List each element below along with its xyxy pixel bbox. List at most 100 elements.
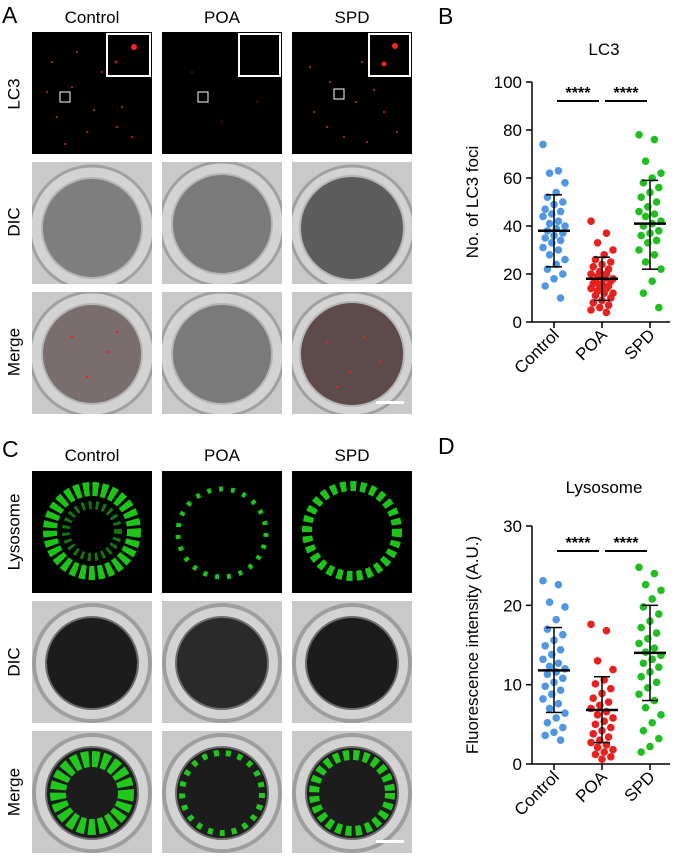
chart-b-point-spd bbox=[655, 227, 663, 235]
chart-b-point-control bbox=[559, 198, 567, 206]
chart-b-point-poa bbox=[596, 303, 604, 312]
chart-b-point-control bbox=[556, 294, 565, 302]
chart-d-point-poa bbox=[587, 620, 595, 629]
panel-a-row-dic: DIC bbox=[4, 207, 24, 237]
chart-d-sig-label: **** bbox=[566, 535, 592, 552]
merge-c-spd-image bbox=[292, 731, 412, 853]
chart-b-point-poa bbox=[587, 306, 595, 314]
merge-a-spd-image bbox=[292, 292, 412, 414]
chart-d-point-spd bbox=[648, 718, 656, 727]
panel-c-col-poa: POA bbox=[204, 446, 240, 465]
chart-d-point-control bbox=[539, 576, 547, 585]
chart-b-point-spd bbox=[639, 289, 648, 298]
chart-b-ytick-label: 100 bbox=[494, 73, 522, 92]
chart-d-point-control bbox=[541, 641, 549, 650]
chart-b-point-control bbox=[561, 255, 569, 264]
chart-d-sig-label: **** bbox=[614, 535, 640, 552]
panel-c-row-merge: Merge bbox=[4, 767, 24, 817]
chart-d-point-spd bbox=[646, 742, 654, 751]
chart-d-point-spd bbox=[641, 580, 650, 589]
chart-b-point-control bbox=[561, 179, 569, 187]
chart-b-point-control bbox=[545, 251, 554, 259]
chart-b-point-poa bbox=[589, 263, 597, 271]
chart-b-xtick-label-control: Control bbox=[511, 325, 563, 377]
chart-b-ytick-label: 40 bbox=[503, 217, 522, 236]
chart-d-point-spd bbox=[635, 690, 643, 698]
chart-d-xtick-label-control: Control bbox=[511, 767, 563, 819]
chart-b-ytick-label: 80 bbox=[503, 121, 522, 140]
chart-b-ytick-label: 0 bbox=[513, 313, 522, 332]
chart-b-point-control bbox=[541, 205, 549, 213]
chart-d-point-spd bbox=[650, 569, 659, 578]
chart-d-point-poa bbox=[609, 665, 617, 674]
chart-b-panel-letter: B bbox=[438, 3, 453, 29]
panel-c-row-lysosome: Lysosome bbox=[4, 493, 24, 571]
chart-d-point-poa bbox=[609, 745, 617, 754]
chart-b-point-poa bbox=[602, 229, 611, 237]
chart-d-point-poa bbox=[604, 698, 613, 706]
chart-d-point-poa bbox=[589, 730, 597, 738]
merge-a-spd-oocyte bbox=[292, 292, 412, 414]
chart-d-point-spd bbox=[652, 629, 661, 637]
chart-d-point-control bbox=[559, 674, 567, 683]
chart-b-point-poa bbox=[587, 270, 595, 278]
chart-d-point-spd bbox=[657, 711, 665, 719]
chart-b-point-control bbox=[539, 140, 547, 149]
chart-b-point-spd bbox=[652, 236, 661, 245]
chart-d-point-control bbox=[556, 645, 565, 654]
lysosome-spd-image bbox=[292, 471, 412, 593]
panel-c-letter: C bbox=[2, 436, 19, 462]
dic-a-control-oocyte bbox=[32, 164, 152, 284]
chart-b-point-control bbox=[556, 236, 565, 245]
scale-bar-a bbox=[376, 401, 404, 404]
panel-a-row-merge: Merge bbox=[4, 327, 24, 377]
panel-c-row-dic: DIC bbox=[4, 647, 24, 677]
lc3-poa-foci bbox=[191, 33, 281, 123]
lysosome-control-signal bbox=[43, 482, 141, 580]
chart-d-point-control bbox=[539, 695, 547, 703]
chart-b-point-control bbox=[559, 270, 567, 278]
chart-b-point-spd bbox=[650, 251, 659, 259]
chart-b-ytick-label: 60 bbox=[503, 169, 522, 188]
chart-b-point-poa bbox=[587, 284, 595, 293]
dic-c-poa-image bbox=[162, 601, 282, 723]
chart-d-point-control bbox=[545, 662, 554, 671]
chart-d-point-poa bbox=[591, 720, 600, 729]
chart-d-point-poa bbox=[591, 680, 600, 688]
chart-d-xtick-label-spd: SPD bbox=[621, 767, 659, 805]
chart-d-point-poa bbox=[607, 684, 615, 693]
chart-b-point-control bbox=[541, 234, 549, 242]
chart-d-point-poa bbox=[602, 626, 611, 635]
chart-b-point-spd bbox=[648, 277, 656, 286]
chart-d-point-control bbox=[545, 704, 554, 713]
chart-b-point-spd bbox=[635, 131, 643, 139]
chart-d-point-poa bbox=[607, 723, 615, 732]
chart-b-title: LC3 bbox=[588, 40, 619, 59]
chart-b-point-control bbox=[550, 275, 558, 283]
dic-a-spd-image bbox=[292, 162, 412, 284]
chart-b-ylabel: No. of LC3 foci bbox=[463, 146, 482, 258]
chart-b-point-control bbox=[554, 217, 563, 225]
merge-c-poa-oocyte bbox=[162, 733, 282, 853]
chart-b-point-spd bbox=[635, 246, 643, 254]
chart-d-point-spd bbox=[635, 563, 643, 572]
chart-b-point-spd bbox=[637, 193, 645, 201]
chart-d-panel-letter: D bbox=[438, 433, 455, 459]
chart-b-point-poa bbox=[591, 291, 600, 300]
chart-d-point-control bbox=[554, 659, 563, 668]
merge-c-poa-image bbox=[162, 731, 282, 853]
chart-b-point-control bbox=[556, 207, 565, 216]
chart-d-point-poa bbox=[609, 714, 617, 722]
chart-d-point-poa bbox=[593, 711, 602, 719]
chart-b-point-control bbox=[554, 167, 563, 175]
chart-d-point-spd bbox=[637, 748, 645, 756]
chart-d-xtick-label-poa: POA bbox=[572, 767, 611, 806]
chart-b-point-poa bbox=[607, 258, 615, 266]
chart-b-point-control bbox=[541, 282, 549, 290]
chart-d-point-spd bbox=[637, 672, 645, 681]
chart-d-point-control bbox=[543, 670, 552, 679]
chart-b-point-poa bbox=[602, 308, 611, 317]
chart-d-point-poa bbox=[607, 753, 615, 761]
panel-a-col-spd: SPD bbox=[334, 8, 370, 27]
dic-c-spd-image bbox=[292, 601, 412, 723]
